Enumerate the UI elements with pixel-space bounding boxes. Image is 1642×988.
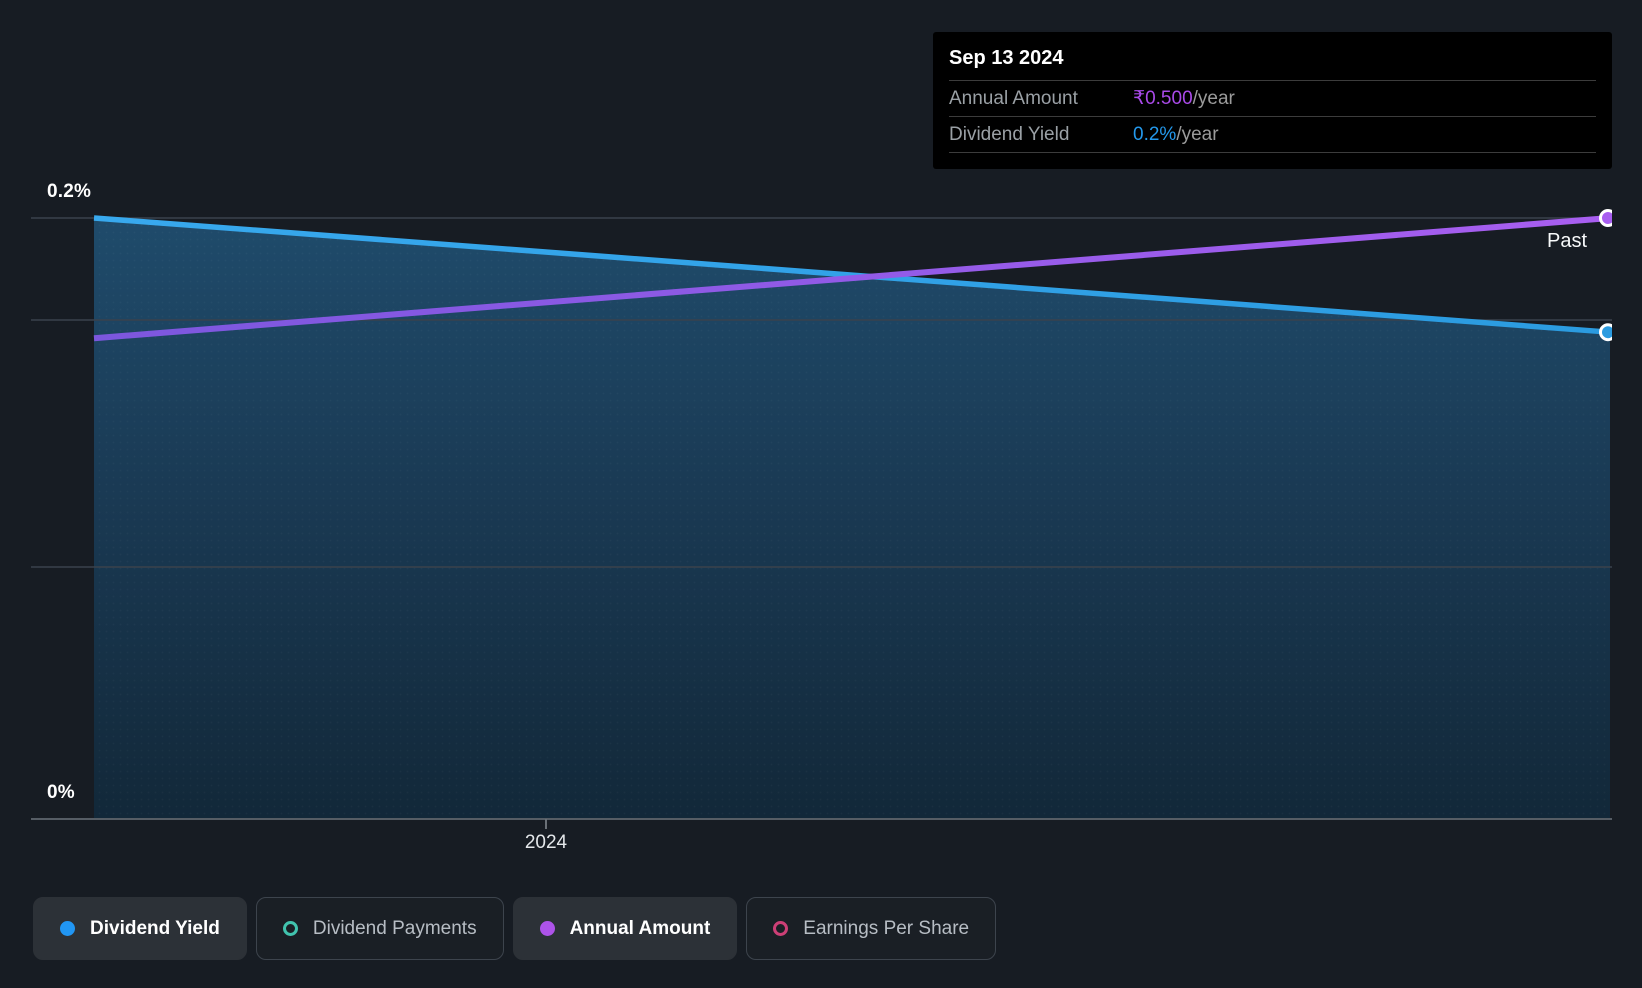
annual-amount-endpoint-marker[interactable] [1599, 209, 1616, 227]
tooltip-value-suffix: /year [1176, 123, 1219, 145]
annual-amount-marker-icon [539, 921, 555, 936]
past-annotation: Past [1547, 230, 1588, 252]
legend-label: Annual Amount [569, 917, 711, 939]
y-axis-label-top: 0.2% [47, 181, 92, 202]
chart-tooltip: Sep 13 2024 Annual Amount ₹0.500/year Di… [933, 32, 1612, 169]
chart-legend: Dividend Yield Dividend Payments Annual … [33, 897, 997, 960]
tooltip-row-annual-amount: Annual Amount ₹0.500/year [949, 81, 1596, 117]
legend-button-dividend-yield[interactable]: Dividend Yield [33, 897, 247, 960]
legend-label: Dividend Yield [90, 917, 220, 939]
tooltip-value: ₹0.500/year [1133, 87, 1235, 110]
tooltip-value-suffix: /year [1192, 88, 1235, 109]
legend-button-annual-amount[interactable]: Annual Amount [512, 897, 738, 960]
legend-button-dividend-payments[interactable]: Dividend Payments [255, 897, 504, 960]
dividend-yield-endpoint-marker[interactable] [1599, 323, 1616, 342]
annual-amount-line[interactable] [93, 215, 1611, 342]
dividend-yield-marker-icon [60, 921, 75, 936]
tooltip-label: Dividend Yield [949, 123, 1070, 145]
dividend-payments-marker-icon [282, 921, 298, 936]
earnings-per-share-marker-icon [773, 921, 789, 936]
area-texture [94, 218, 1610, 819]
x-axis-tick-label: 2024 [524, 832, 568, 853]
tooltip-value-amount: ₹0.500 [1133, 88, 1193, 109]
tooltip-value: 0.2%/year [1133, 124, 1219, 146]
legend-label: Dividend Payments [312, 917, 477, 939]
tooltip-value-yield: 0.2% [1133, 123, 1177, 145]
tooltip-label: Annual Amount [949, 87, 1078, 109]
y-axis-label-bottom: 0% [47, 782, 75, 803]
legend-button-earnings-per-share[interactable]: Earnings Per Share [746, 897, 997, 960]
tooltip-row-dividend-yield: Dividend Yield 0.2%/year [949, 117, 1596, 153]
tooltip-date: Sep 13 2024 [949, 32, 1596, 81]
legend-label: Earnings Per Share [803, 917, 970, 939]
